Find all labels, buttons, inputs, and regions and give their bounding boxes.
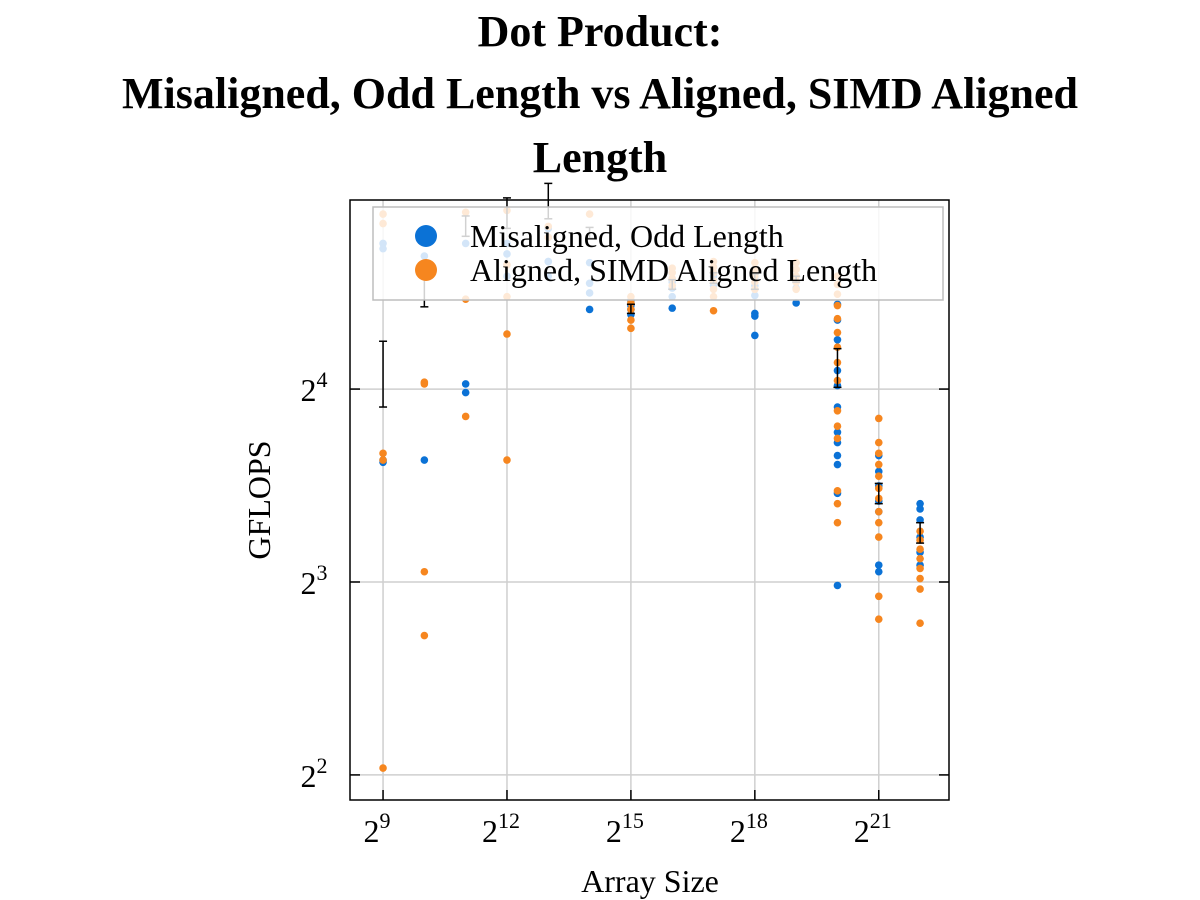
point-aligned (833, 301, 842, 310)
point-aligned (833, 406, 842, 415)
point-aligned (833, 328, 842, 337)
error-bar (874, 482, 883, 505)
point-aligned (874, 460, 883, 469)
point-aligned (379, 764, 387, 772)
point-misaligned (792, 299, 800, 307)
chart-title-line-1: Dot Product: (477, 7, 723, 56)
point-aligned (503, 330, 511, 338)
point-aligned (833, 518, 842, 527)
point-aligned (627, 324, 635, 333)
point-misaligned (916, 499, 924, 508)
point-aligned (503, 456, 511, 464)
error-bar (626, 303, 635, 315)
point-aligned (916, 545, 924, 554)
error-bar (833, 347, 842, 389)
point-aligned (874, 438, 883, 447)
y-tick-label: 22 (301, 753, 328, 794)
error-bar (916, 521, 925, 544)
point-misaligned (833, 460, 842, 469)
legend-label-misaligned: Misaligned, Odd Length (470, 218, 784, 254)
point-aligned (916, 554, 924, 563)
point-misaligned (833, 451, 842, 460)
point-misaligned (916, 505, 924, 513)
point-aligned (420, 380, 429, 388)
error-bar (379, 340, 388, 408)
chart-title-line-3: Length (532, 133, 668, 182)
point-misaligned (833, 335, 842, 344)
point-aligned (833, 499, 842, 508)
point-misaligned (874, 561, 883, 569)
x-tick-label: 221 (854, 808, 892, 849)
axis-ticks: 29 212 215 218 221 22 23 24 (301, 367, 949, 849)
point-misaligned (916, 516, 924, 524)
point-aligned (420, 631, 429, 640)
point-aligned (379, 456, 387, 464)
point-misaligned (751, 331, 759, 340)
x-axis-label: Array Size (581, 863, 719, 899)
point-aligned (874, 449, 883, 458)
point-misaligned (420, 456, 429, 464)
y-axis-label: GFLOPS (241, 440, 277, 559)
point-misaligned (668, 304, 677, 312)
point-aligned (874, 507, 883, 516)
point-aligned (461, 412, 470, 421)
point-aligned (379, 449, 387, 458)
chart-title-line-2: Misaligned, Odd Length vs Aligned, SIMD … (122, 69, 1078, 118)
point-aligned (874, 414, 883, 423)
point-aligned (874, 592, 883, 601)
point-aligned (916, 585, 924, 593)
point-aligned (916, 564, 924, 573)
point-misaligned (585, 305, 594, 314)
point-aligned (874, 615, 883, 623)
point-aligned (874, 472, 883, 480)
x-tick-label: 212 (482, 808, 520, 849)
point-aligned (833, 314, 842, 323)
legend-box (372, 206, 944, 301)
legend-marker-misaligned (415, 225, 437, 247)
point-aligned (833, 434, 842, 443)
legend-label-aligned: Aligned, SIMD Aligned Length (470, 252, 877, 288)
point-misaligned (833, 581, 842, 590)
x-tick-label: 218 (730, 808, 768, 849)
point-aligned (916, 619, 924, 627)
point-misaligned (461, 380, 470, 388)
point-misaligned (874, 567, 883, 576)
point-aligned (833, 487, 842, 495)
y-tick-label: 24 (301, 367, 328, 408)
point-aligned (833, 422, 842, 431)
point-aligned (916, 574, 924, 583)
x-tick-label: 215 (606, 808, 644, 849)
point-aligned (420, 567, 429, 576)
x-tick-label: 29 (364, 808, 391, 849)
point-misaligned (833, 428, 842, 437)
point-aligned (874, 533, 883, 541)
point-aligned (874, 518, 883, 527)
legend-marker-aligned (415, 259, 437, 281)
point-misaligned (751, 312, 759, 320)
point-aligned (709, 306, 718, 315)
point-aligned (627, 316, 635, 324)
plot-frame (349, 199, 950, 801)
legend: Misaligned, Odd Length Aligned, SIMD Ali… (372, 206, 944, 301)
y-tick-label: 23 (301, 560, 328, 601)
point-misaligned (461, 388, 470, 397)
